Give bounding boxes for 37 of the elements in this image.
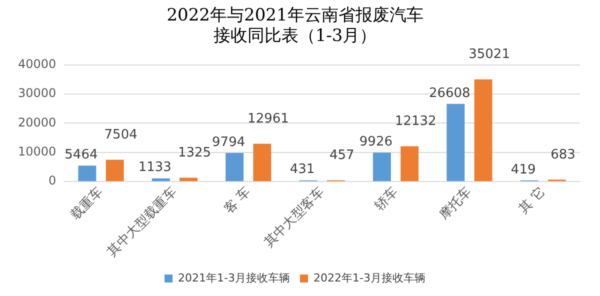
bar xyxy=(253,144,272,182)
legend-label: 2021年1-3月接收车辆 xyxy=(178,271,290,284)
data-label: 431 xyxy=(290,162,315,178)
data-label: 9794 xyxy=(212,134,246,150)
data-label: 12961 xyxy=(248,112,289,127)
x-tick-label: 摩托车 xyxy=(436,184,475,223)
y-tick-label: 30000 xyxy=(18,86,56,100)
data-label: 457 xyxy=(329,148,354,164)
bar xyxy=(474,79,492,182)
data-label: 1325 xyxy=(178,146,212,161)
data-label: 419 xyxy=(510,162,536,178)
x-tick-label: 其 它 xyxy=(516,184,548,217)
bar xyxy=(372,152,391,182)
y-tick-label: 40000 xyxy=(18,56,56,71)
y-tick-label: 10000 xyxy=(18,144,56,159)
bar xyxy=(400,146,419,182)
data-label: 26608 xyxy=(428,86,470,101)
x-tick-label: 其中大型载重车 xyxy=(104,184,180,260)
data-label: 35021 xyxy=(468,47,510,62)
x-tick-label: 载重车 xyxy=(68,184,106,223)
data-label: 7504 xyxy=(104,128,138,143)
data-label: 5464 xyxy=(64,148,98,163)
y-tick-label: 0 xyxy=(48,174,56,188)
x-tick-label: 轿车 xyxy=(372,184,401,214)
bar xyxy=(226,153,244,182)
data-label: 683 xyxy=(550,148,576,163)
data-label: 9926 xyxy=(359,134,393,150)
x-tick-label: 其中大型客车 xyxy=(260,184,328,251)
bar xyxy=(106,160,124,182)
data-label: 1133 xyxy=(138,160,172,176)
chart-title: 2022年与2021年云南省报废汽车接收同比表（1-3月） xyxy=(166,6,424,46)
legend-label: 2022年1-3月接收车辆 xyxy=(314,271,426,284)
data-label: 12132 xyxy=(394,114,436,130)
bar xyxy=(78,166,96,182)
x-tick-label: 客 车 xyxy=(220,184,254,217)
bar xyxy=(446,104,465,182)
y-tick-label: 20000 xyxy=(18,115,56,130)
